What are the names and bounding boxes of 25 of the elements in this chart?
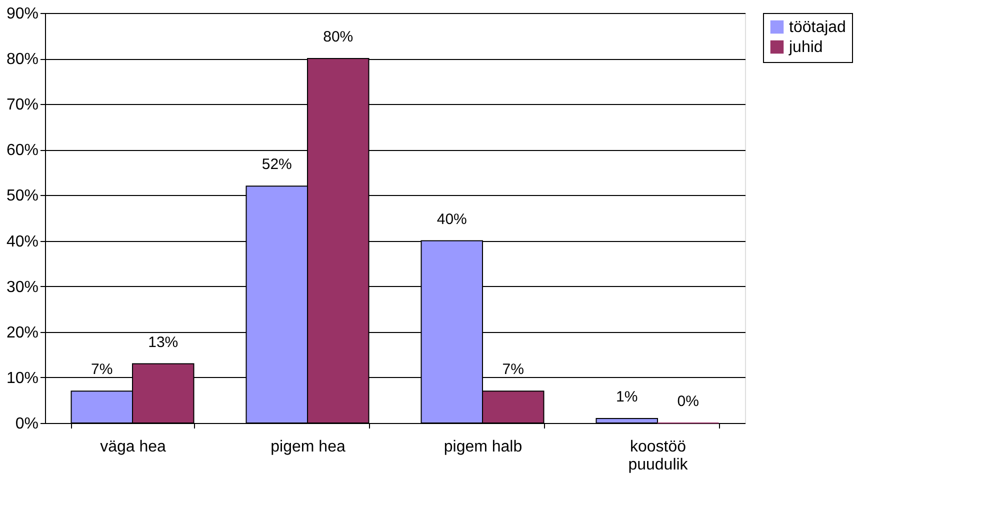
y-tick-label: 30%: [6, 278, 38, 296]
y-tick-label: 60%: [6, 142, 38, 160]
y-tick-label: 0%: [15, 416, 38, 432]
y-tick-label: 40%: [6, 233, 38, 250]
data-label: 13%: [148, 334, 178, 351]
y-tick-label: 10%: [6, 370, 38, 387]
y-tick-label: 50%: [6, 188, 38, 205]
legend-label: töötajad: [789, 19, 846, 36]
data-label: 80%: [323, 28, 354, 46]
y-tick-label: 90%: [6, 6, 38, 22]
x-tick-label: väga hea: [100, 438, 166, 456]
y-tick-label: 20%: [6, 324, 38, 342]
y-tick-label: 80%: [6, 51, 38, 68]
data-label: 40%: [436, 210, 467, 228]
bar: [596, 418, 658, 424]
data-label: 52%: [262, 156, 292, 174]
legend-label: juhid: [788, 39, 823, 56]
data-label: 7%: [502, 361, 524, 378]
data-label: 1%: [616, 388, 638, 406]
x-tick-label: koostöö puudulik: [628, 438, 689, 474]
x-tick-label: pigem halb: [444, 438, 522, 456]
x-tick-label: pigem hea: [270, 438, 346, 456]
data-label: 0%: [677, 393, 699, 410]
y-tick-label: 70%: [6, 96, 38, 114]
data-label: 7%: [91, 361, 113, 378]
